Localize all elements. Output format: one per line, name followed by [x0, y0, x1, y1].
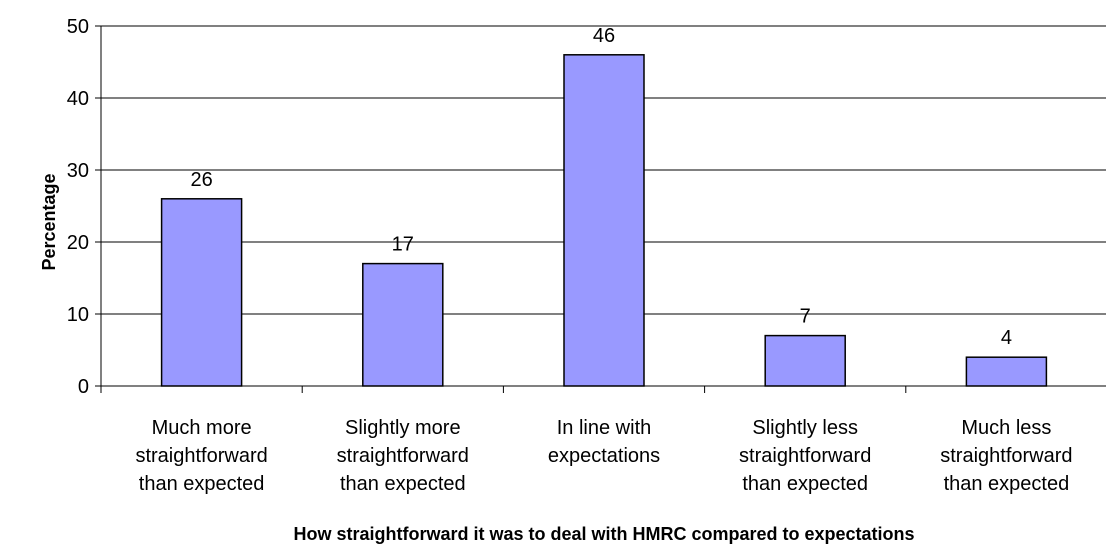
y-tick-label: 30: [67, 160, 89, 182]
bar: [765, 336, 845, 386]
x-category-label-line: than expected: [139, 473, 265, 495]
x-category-label-line: straightforward: [135, 445, 267, 467]
x-category-labels: Much more straightforward than expected Sli…: [135, 417, 1072, 495]
bar: [162, 199, 242, 386]
x-category-label-line: In line with: [557, 417, 652, 439]
x-category-label-line: straightforward: [739, 445, 871, 467]
data-label: 7: [800, 306, 811, 328]
x-category-label-line: Much less: [961, 417, 1051, 439]
y-tick-label: 20: [67, 232, 89, 254]
y-tick-label: 0: [78, 376, 89, 398]
data-label: 4: [1001, 327, 1012, 349]
y-tick-label: 50: [67, 16, 89, 38]
bars: [162, 55, 1047, 386]
x-category-label-line: than expected: [944, 473, 1070, 495]
x-category-label-line: Slightly less: [752, 417, 858, 439]
data-label: 26: [190, 169, 212, 191]
x-category-label-line: than expected: [340, 473, 466, 495]
x-category-label-line: Much more: [152, 417, 252, 439]
y-axis-title: Percentage: [39, 173, 59, 270]
y-tick-label: 10: [67, 304, 89, 326]
bar: [966, 357, 1046, 386]
data-label: 17: [392, 234, 414, 256]
x-category-label-line: than expected: [742, 473, 868, 495]
x-axis-title: How straightforward it was to deal with …: [293, 524, 914, 544]
y-tick-label: 40: [67, 88, 89, 110]
bar: [363, 264, 443, 386]
x-category-label-line: Slightly more: [345, 417, 461, 439]
x-category-label-line: straightforward: [940, 445, 1072, 467]
x-category-label-line: straightforward: [337, 445, 469, 467]
bar: [564, 55, 644, 386]
y-tick-labels: 0 10 20 30 40 50: [67, 16, 89, 398]
x-category-label-line: expectations: [548, 445, 660, 467]
data-label: 46: [593, 25, 615, 47]
